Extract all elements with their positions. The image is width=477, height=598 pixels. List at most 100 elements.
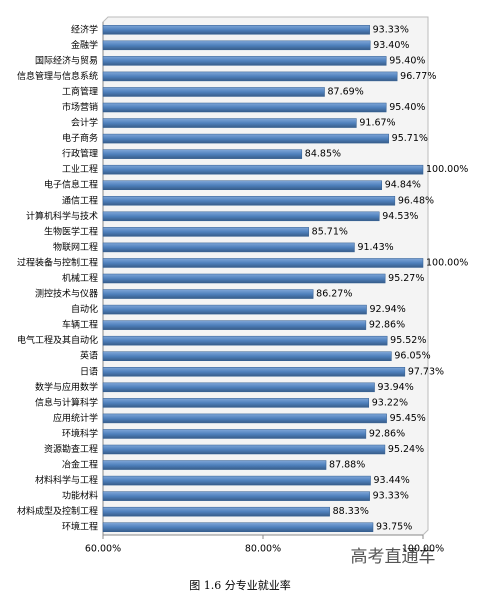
y-tick-label: 经济学 [71,23,98,35]
bar [102,475,371,486]
y-tick-label: 会计学 [71,117,98,129]
bar [102,102,387,113]
value-label: 95.40% [389,55,425,66]
y-tick-label: 材料成型及控制工程 [17,505,98,517]
y-tick-label: 工业工程 [62,164,98,175]
y-tick-label: 英语 [80,350,98,362]
value-label: 96.48% [398,195,434,206]
y-tick-label: 生物医学工程 [44,225,98,237]
value-label: 96.77% [400,71,436,82]
y-tick-label: 环境工程 [62,521,98,533]
bar [102,180,382,190]
bar [102,71,398,82]
y-tick-label: 电气工程及其自动化 [17,334,98,346]
value-label: 87.88% [329,460,365,471]
y-tick-label: 机械工程 [62,272,98,284]
bar [102,429,367,439]
bar [102,506,330,517]
bar [102,56,387,66]
bar [102,413,387,424]
value-label: 93.22% [372,397,408,408]
bar [102,304,367,315]
bar [102,460,327,470]
value-label: 95.40% [389,102,425,113]
y-tick-label: 自动化 [71,303,98,315]
value-label: 92.86% [369,320,405,331]
value-label: 93.94% [378,382,414,393]
value-label: 93.44% [374,475,410,486]
y-tick-label: 冶金工程 [62,459,98,471]
value-label: 95.52% [390,335,426,346]
value-label: 93.33% [373,491,409,502]
bar [102,211,380,222]
bar [102,227,309,237]
y-tick-label: 通信工程 [62,194,98,206]
value-label: 96.05% [394,351,430,362]
x-tick-label: 60.00% [85,544,121,555]
x-tick-label: 80.00% [245,544,281,555]
bar [102,351,392,361]
y-tick-label: 物联网工程 [53,241,98,253]
y-tick-label: 信息管理与信息系统 [17,70,98,82]
value-label: 100.00% [426,164,468,175]
y-tick-label: 计算机科学与技术 [26,210,98,222]
bar [102,335,388,346]
value-label: 97.73% [408,366,444,377]
bar [102,398,370,408]
value-label: 94.53% [382,211,418,222]
y-tick-label: 过程装备与控制工程 [17,256,98,268]
y-tick-label: 金融学 [71,39,98,51]
y-tick-label: 测控技术与仪器 [35,288,98,300]
bar [102,382,375,393]
value-label: 95.24% [388,444,424,455]
y-tick-label: 行政管理 [62,148,98,160]
value-label: 92.86% [369,428,405,439]
bar [102,196,396,206]
value-label: 93.75% [376,522,412,533]
value-label: 88.33% [333,506,369,517]
bar [102,258,424,268]
y-tick-label: 功能材料 [62,490,98,502]
value-label: 94.84% [385,180,421,191]
y-tick-label: 工商管理 [62,85,98,97]
y-tick-label: 应用统计学 [53,412,98,424]
bar [102,118,357,128]
bar [102,87,325,97]
value-label: 85.71% [312,226,348,237]
y-tick-label: 电子信息工程 [44,179,98,191]
value-label: 87.69% [328,86,364,97]
y-tick-label: 数学与应用数学 [35,381,98,393]
y-tick-label: 日语 [80,366,98,377]
bar [102,491,370,501]
value-label: 86.27% [316,289,352,300]
chart-title: 图 1.6 分专业就业率 [189,578,291,592]
y-tick-label: 国际经济与贸易 [35,54,98,66]
value-label: 91.43% [357,242,393,253]
value-label: 93.33% [373,24,409,35]
bar [102,522,374,532]
bar [102,242,355,253]
y-tick-label: 材料科学与工程 [35,474,98,486]
value-label: 91.67% [359,118,395,129]
bar [102,149,303,159]
bar [102,133,389,144]
bar [102,320,367,330]
y-tick-label: 市场营销 [62,101,98,113]
value-label: 100.00% [426,257,468,268]
y-tick-label: 资源勘查工程 [44,443,98,455]
y-tick-label: 信息与计算科学 [35,396,98,408]
y-tick-label: 电子商务 [62,132,98,144]
bar [102,164,424,175]
bar [102,289,314,299]
bar [102,40,371,51]
watermark: 高考直通车 [351,547,436,567]
value-label: 95.45% [390,413,426,424]
value-label: 92.94% [370,304,406,315]
value-label: 95.71% [392,133,428,144]
bar [102,273,386,284]
bar [102,25,370,35]
bar [102,367,406,377]
y-tick-label: 环境科学 [62,427,98,439]
y-tick-label: 车辆工程 [62,319,98,331]
